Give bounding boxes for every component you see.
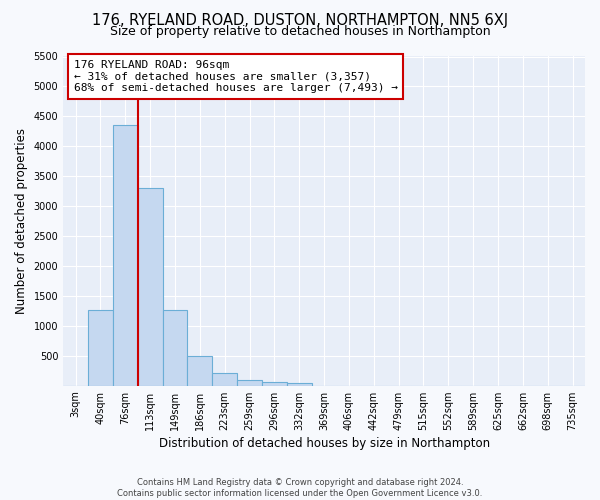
- Bar: [113, 124, 138, 386]
- Text: Size of property relative to detached houses in Northampton: Size of property relative to detached ho…: [110, 25, 490, 38]
- Bar: [237, 380, 262, 386]
- Bar: [262, 382, 287, 386]
- Bar: [163, 310, 187, 386]
- Text: 176 RYELAND ROAD: 96sqm
← 31% of detached houses are smaller (3,357)
68% of semi: 176 RYELAND ROAD: 96sqm ← 31% of detache…: [74, 60, 398, 93]
- Bar: [138, 188, 163, 386]
- Text: Contains HM Land Registry data © Crown copyright and database right 2024.
Contai: Contains HM Land Registry data © Crown c…: [118, 478, 482, 498]
- Bar: [187, 356, 212, 386]
- Y-axis label: Number of detached properties: Number of detached properties: [15, 128, 28, 314]
- Bar: [212, 373, 237, 386]
- Bar: [88, 310, 113, 386]
- X-axis label: Distribution of detached houses by size in Northampton: Distribution of detached houses by size …: [158, 437, 490, 450]
- Text: 176, RYELAND ROAD, DUSTON, NORTHAMPTON, NN5 6XJ: 176, RYELAND ROAD, DUSTON, NORTHAMPTON, …: [92, 12, 508, 28]
- Bar: [287, 382, 311, 386]
